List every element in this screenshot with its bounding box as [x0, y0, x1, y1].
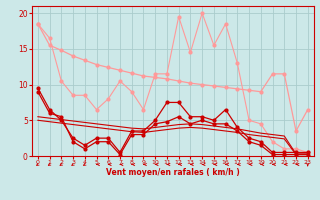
X-axis label: Vent moyen/en rafales ( km/h ): Vent moyen/en rafales ( km/h ) [106, 168, 240, 177]
